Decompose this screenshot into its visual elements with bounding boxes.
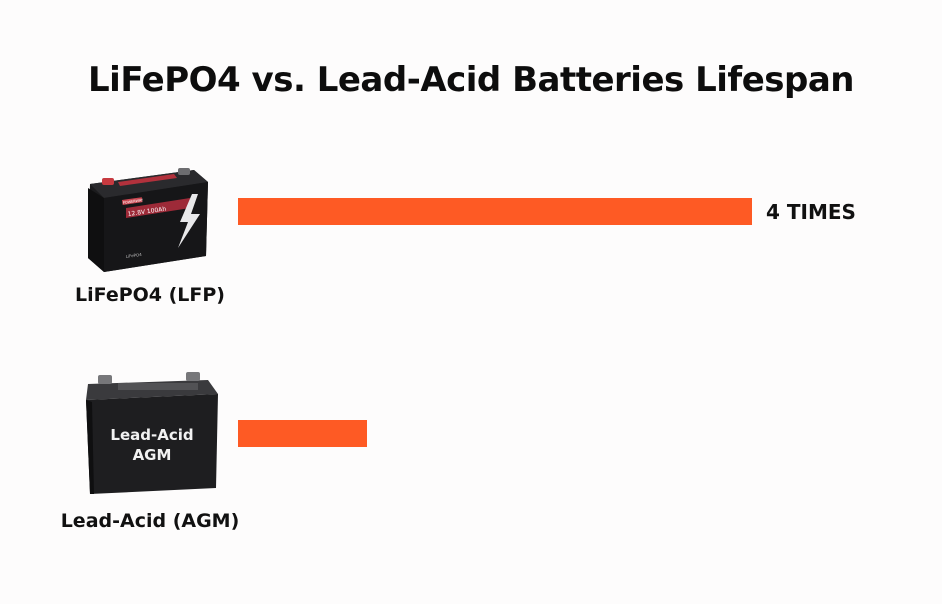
chart-title: LiFePO4 vs. Lead-Acid Batteries Lifespan bbox=[88, 60, 854, 100]
category-label-lifepo4: LiFePO4 (LFP) bbox=[74, 284, 225, 306]
lifepo4-battery-chem-text: LiFePO4 bbox=[125, 252, 142, 259]
category-label-lead-acid: Lead-Acid (AGM) bbox=[60, 510, 240, 532]
bar-value-label-lifepo4: 4 TIMES bbox=[766, 200, 856, 224]
lead-acid-case-text-line1: Lead-Acid bbox=[110, 426, 193, 444]
lifepo4-battery-image: 12.8V 100Ah POWERWAY LiFePO4 bbox=[88, 168, 208, 272]
lead-acid-case-text-line2: AGM bbox=[133, 446, 172, 464]
bar-lifepo4 bbox=[238, 198, 752, 225]
lead-acid-battery-image: Lead-Acid AGM bbox=[86, 372, 218, 494]
lifepo4-battery-brand-text: POWERWAY bbox=[123, 198, 145, 205]
bar-lead-acid bbox=[238, 420, 367, 447]
